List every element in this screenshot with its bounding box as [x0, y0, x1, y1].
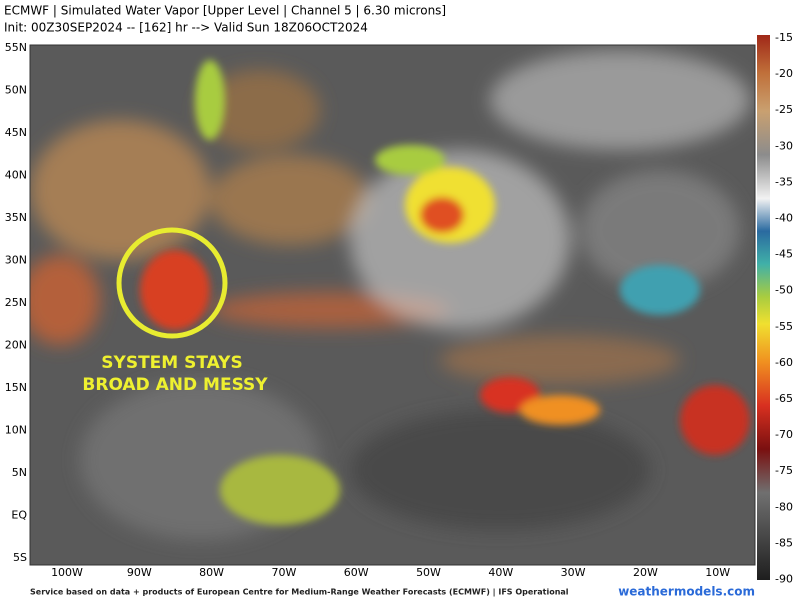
lat-label: 5N [12, 466, 27, 479]
lon-label: 80W [199, 566, 224, 579]
lon-label: 10W [705, 566, 730, 579]
brand: weathermodels.com [618, 585, 755, 599]
colorbar-label: -60 [775, 356, 793, 369]
subtitle: Init: 00Z30SEP2024 -- [162] hr --> Valid… [4, 21, 368, 35]
lat-label: 30N [5, 254, 27, 267]
lat-label: 25N [5, 296, 27, 309]
credit: Service based on data + products of Euro… [30, 588, 569, 597]
lat-label: 45N [5, 126, 27, 139]
lat-label: 5S [13, 551, 27, 564]
lon-label: 90W [127, 566, 152, 579]
colorbar-label: -40 [775, 212, 793, 225]
colorbar-label: -90 [775, 573, 793, 586]
lon-label: 100W [51, 566, 83, 579]
annotation-line: BROAD AND MESSY [82, 375, 268, 395]
colorbar-label: -75 [775, 464, 793, 477]
colorbar-label: -65 [775, 392, 793, 405]
lat-label: 20N [5, 339, 27, 352]
annotation-line: SYSTEM STAYS [101, 353, 242, 373]
colorbar-label: -45 [775, 248, 793, 261]
lat-labels: 55N 50N 45N 40N 35N 30N 25N 20N 15N 10N 5N EQ 5S [5, 41, 28, 564]
lat-label: 10N [5, 424, 27, 437]
lon-label: 60W [344, 566, 369, 579]
water-vapor-map [30, 45, 755, 565]
lon-label: 30W [561, 566, 586, 579]
colorbar-label: -80 [775, 500, 793, 513]
colorbar-label: -35 [775, 175, 793, 188]
colorbar-label: -25 [775, 103, 793, 116]
lon-label: 50W [416, 566, 441, 579]
map-frame [29, 44, 756, 566]
lon-label: 40W [488, 566, 513, 579]
lon-label: 20W [633, 566, 658, 579]
colorbar-label: -70 [775, 428, 793, 441]
lon-label: 70W [271, 566, 296, 579]
colorbar [757, 35, 770, 580]
colorbar-label: -50 [775, 284, 793, 297]
lat-label: 35N [5, 211, 27, 224]
lat-label: 40N [5, 169, 27, 182]
colorbar-label: -85 [775, 536, 793, 549]
lat-label: EQ [11, 509, 27, 522]
lat-label: 50N [5, 84, 27, 97]
lon-labels: 100W 90W 80W 70W 60W 50W 40W 30W 20W 10W [51, 566, 730, 579]
colorbar-label: -55 [775, 320, 793, 333]
colorbar-label: -30 [775, 139, 793, 152]
colorbar-label: -20 [775, 67, 793, 80]
colorbar-labels: -15 -20 -25 -30 -35 -40 -45 -50 -55 -60 -65 -70 -75 -… [775, 31, 793, 586]
lat-label: 15N [5, 381, 27, 394]
lat-label: 55N [5, 41, 27, 54]
title: ECMWF | Simulated Water Vapor [Upper Lev… [4, 4, 446, 18]
colorbar-label: -15 [775, 31, 793, 44]
